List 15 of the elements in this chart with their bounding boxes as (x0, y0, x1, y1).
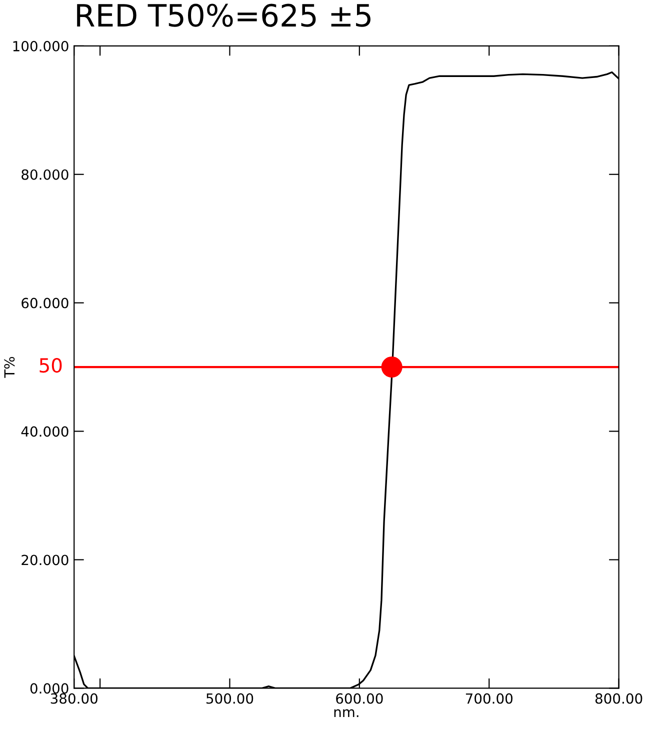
x-axis-title: nm. (334, 709, 358, 718)
y-tick-label: 0.000 (30, 683, 68, 694)
x-tick-label: 500.00 (206, 693, 254, 704)
y-tick-label: 100.000 (13, 40, 68, 52)
x-tick-label: 700.00 (466, 693, 512, 704)
y-tick-label: 60.000 (22, 298, 68, 308)
ref-line-label: 50 (40, 358, 62, 373)
x-tick-label: 380.00 (50, 693, 98, 704)
x-tick-label: 600.00 (336, 693, 383, 704)
y-axis-title: T% (4, 356, 15, 378)
y-tick-label: 20.000 (22, 554, 68, 566)
chart-title: RED T50%=625 ±5 (77, 4, 370, 27)
y-tick-label: 80.000 (22, 169, 68, 180)
y-tick-label: 40.000 (21, 426, 68, 437)
x-tick-label: 800.00 (595, 693, 642, 704)
